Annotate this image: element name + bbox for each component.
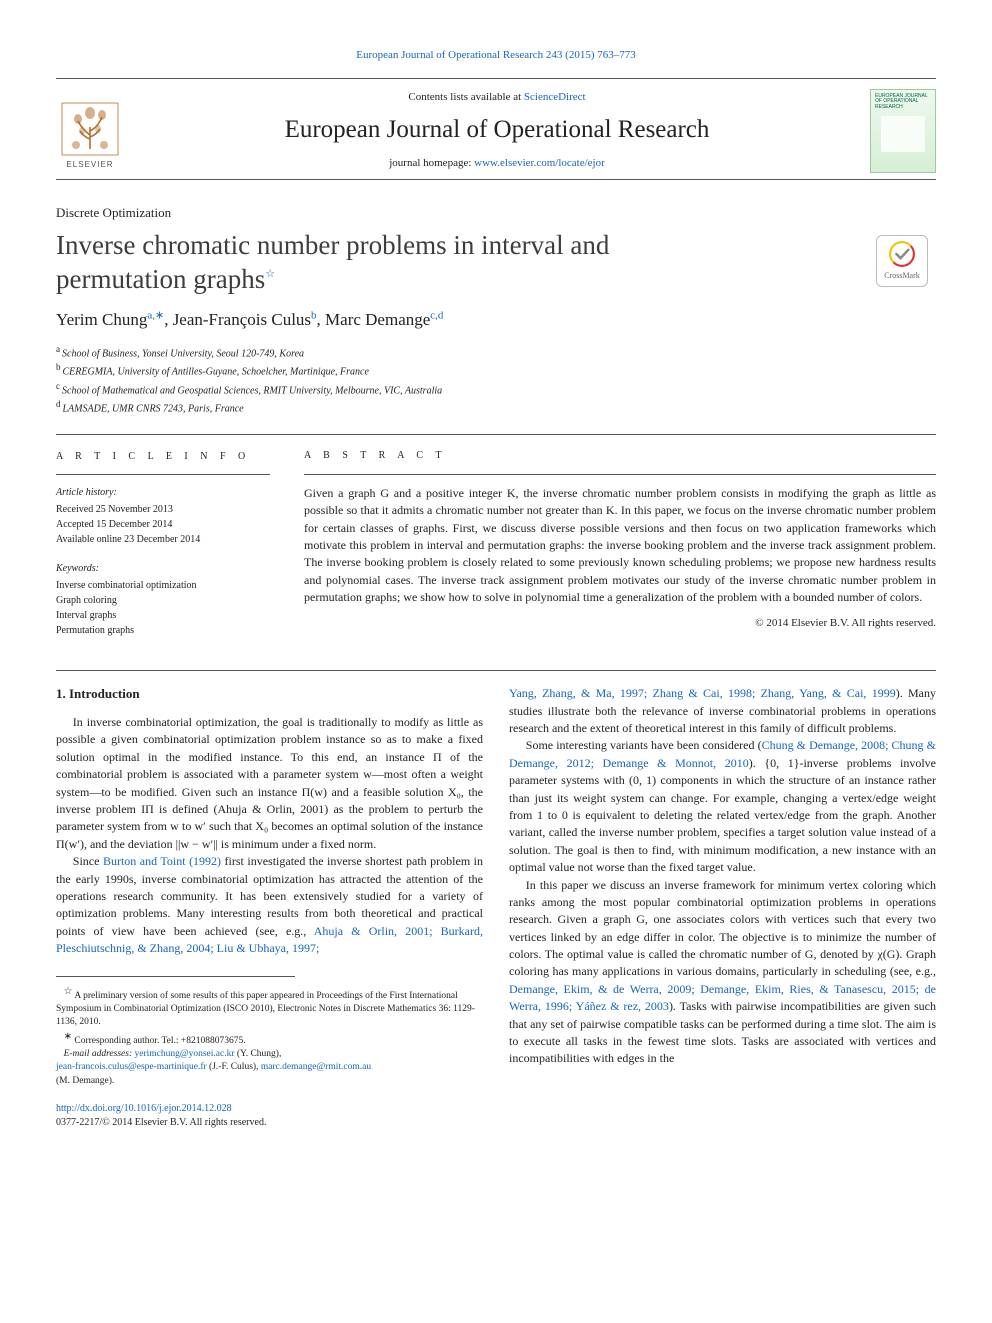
journal-name: European Journal of Operational Research <box>138 112 856 148</box>
article-section-label: Discrete Optimization <box>56 204 936 223</box>
masthead-center: Contents lists available at ScienceDirec… <box>138 90 856 172</box>
ref-yang-etc[interactable]: Yang, Zhang, & Ma, 1997; Zhang & Cai, 19… <box>509 686 896 700</box>
col1-p2: Since Burton and Toint (1992) first inve… <box>56 853 483 957</box>
crossmark-icon <box>888 240 916 268</box>
col2-p0: Yang, Zhang, & Ma, 1997; Zhang & Cai, 19… <box>509 685 936 737</box>
article-info-heading: A R T I C L E I N F O <box>56 449 270 464</box>
journal-issue-link[interactable]: European Journal of Operational Research… <box>56 48 936 64</box>
history-accepted: Accepted 15 December 2014 <box>56 517 270 532</box>
elsevier-tree-icon <box>60 101 120 157</box>
footnote-corresponding: ∗ Corresponding author. Tel.: +821088073… <box>56 1030 483 1048</box>
author-2: Jean-François Culus <box>173 310 311 329</box>
abstract-copyright: © 2014 Elsevier B.V. All rights reserved… <box>304 616 936 632</box>
issue-citation: European Journal of Operational Research… <box>356 49 636 61</box>
body-col-right: Yang, Zhang, & Ma, 1997; Zhang & Cai, 19… <box>509 685 936 1131</box>
article-history-block: Article history: Received 25 November 20… <box>56 485 270 547</box>
email-chung[interactable]: yerimchung@yonsei.ac.kr <box>134 1049 234 1059</box>
email-culus[interactable]: jean-francois.culus@espe-martinique.fr <box>56 1062 207 1072</box>
issn-copyright: 0377-2217/© 2014 Elsevier B.V. All right… <box>56 1117 266 1128</box>
col2-p2: In this paper we discuss an inverse fram… <box>509 877 936 1068</box>
affiliation-d: LAMSADE, UMR CNRS 7243, Paris, France <box>63 403 244 414</box>
affiliation-a: School of Business, Yonsei University, S… <box>62 348 304 359</box>
author-1-sup[interactable]: a,∗ <box>147 310 164 322</box>
body-columns: 1. Introduction In inverse combinatorial… <box>56 685 936 1131</box>
ref-burton-toint[interactable]: Burton and Toint (1992) <box>103 854 221 868</box>
article-title: Inverse chromatic number problems in int… <box>56 229 848 297</box>
footnote-emails: E-mail addresses: yerimchung@yonsei.ac.k… <box>56 1048 483 1088</box>
col1-p1: In inverse combinatorial optimization, t… <box>56 714 483 853</box>
history-received: Received 25 November 2013 <box>56 502 270 517</box>
elsevier-wordmark: ELSEVIER <box>66 159 113 171</box>
doi-block: http://dx.doi.org/10.1016/j.ejor.2014.12… <box>56 1102 483 1131</box>
author-3-sup[interactable]: c,d <box>430 310 443 322</box>
rule-under-abstract-heading <box>304 474 936 475</box>
affiliation-c: School of Mathematical and Geospatial Sc… <box>62 385 442 396</box>
keyword-4: Permutation graphs <box>56 623 270 638</box>
sciencedirect-link[interactable]: ScienceDirect <box>524 91 586 103</box>
affiliation-b: CEREGMIA, University of Antilles-Guyane,… <box>63 367 369 378</box>
journal-homepage-line: journal homepage: www.elsevier.com/locat… <box>138 156 856 172</box>
author-1: Yerim Chung <box>56 310 147 329</box>
rule-below-meta <box>56 670 936 671</box>
keywords-block: Keywords: Inverse combinatorial optimiza… <box>56 561 270 638</box>
author-3: Marc Demange <box>325 310 430 329</box>
abstract-column: A B S T R A C T Given a graph G and a po… <box>304 449 936 652</box>
rule-under-info-heading <box>56 474 270 475</box>
meta-row: A R T I C L E I N F O Article history: R… <box>56 449 936 652</box>
email-demange[interactable]: marc.demange@rmit.com.au <box>261 1062 371 1072</box>
history-online: Available online 23 December 2014 <box>56 532 270 547</box>
crossmark-badge[interactable]: CrossMark <box>868 235 936 287</box>
body-col-left: 1. Introduction In inverse combinatorial… <box>56 685 483 1131</box>
footnote-star: ☆ A preliminary version of some results … <box>56 985 483 1030</box>
title-row: Inverse chromatic number problems in int… <box>56 229 936 416</box>
affiliations: aSchool of Business, Yonsei University, … <box>56 343 848 416</box>
authors-line: Yerim Chunga,∗, Jean-François Culusb, Ma… <box>56 308 848 333</box>
title-footnote-star[interactable]: ☆ <box>265 269 275 281</box>
doi-link[interactable]: http://dx.doi.org/10.1016/j.ejor.2014.12… <box>56 1103 232 1114</box>
section-1-heading: 1. Introduction <box>56 685 483 704</box>
keyword-3: Interval graphs <box>56 608 270 623</box>
elsevier-logo: ELSEVIER <box>56 91 124 171</box>
footnote-rule <box>56 976 295 977</box>
rule-above-meta <box>56 434 936 435</box>
author-2-sup[interactable]: b <box>311 310 317 322</box>
journal-cover-thumb: EUROPEAN JOURNAL OF OPERATIONAL RESEARCH <box>870 89 936 173</box>
article-info-column: A R T I C L E I N F O Article history: R… <box>56 449 270 652</box>
keyword-2: Graph coloring <box>56 593 270 608</box>
keyword-1: Inverse combinatorial optimization <box>56 578 270 593</box>
footnotes: ☆ A preliminary version of some results … <box>56 985 483 1088</box>
cover-inner-box <box>881 116 925 152</box>
abstract-text: Given a graph G and a positive integer K… <box>304 485 936 607</box>
col2-p1: Some interesting variants have been cons… <box>509 737 936 876</box>
abstract-heading: A B S T R A C T <box>304 449 936 464</box>
journal-homepage-link[interactable]: www.elsevier.com/locate/ejor <box>474 157 605 169</box>
masthead: ELSEVIER Contents lists available at Sci… <box>56 78 936 180</box>
contents-available-line: Contents lists available at ScienceDirec… <box>138 90 856 106</box>
